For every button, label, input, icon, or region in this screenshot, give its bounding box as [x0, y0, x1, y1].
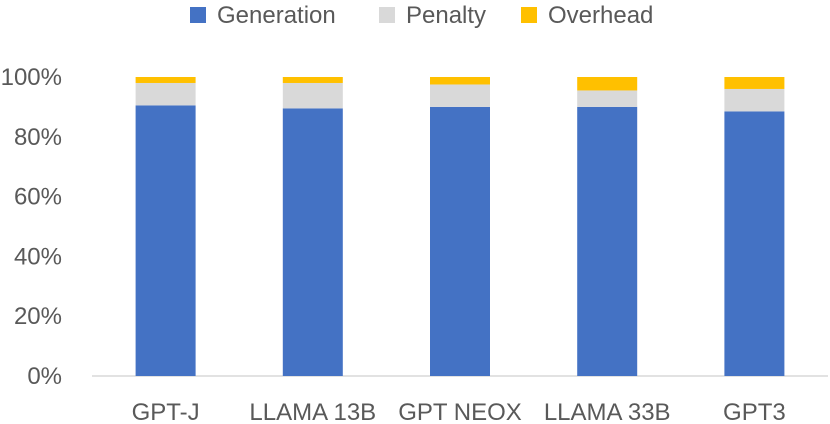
bar-segment-penalty: [430, 84, 490, 107]
x-category-label: LLAMA 33B: [544, 399, 671, 424]
bar-segment-overhead: [282, 77, 343, 83]
legend-label-overhead: Overhead: [548, 2, 653, 29]
y-tick-label: 20%: [14, 303, 62, 330]
bar-segment-generation: [577, 106, 638, 377]
bar-segment-overhead: [430, 77, 490, 85]
x-category-label: GPT-J: [132, 399, 200, 424]
bars: [135, 77, 785, 377]
legend-swatch-generation: [190, 7, 206, 23]
legend-swatch-overhead: [521, 7, 537, 23]
x-category-label: LLAMA 13B: [249, 399, 376, 424]
y-tick-label: 60%: [14, 184, 62, 211]
bar-segment-penalty: [282, 82, 343, 109]
y-tick-label: 0%: [27, 363, 62, 390]
x-category-label: GPT NEOX: [398, 399, 522, 424]
y-tick-label: 80%: [14, 124, 62, 151]
bar-segment-generation: [430, 106, 490, 377]
y-axis: 0% 20% 40% 60% 80% 100%: [1, 64, 62, 390]
y-tick-label: 40%: [14, 243, 62, 270]
x-axis: GPT-J LLAMA 13B GPT NEOX LLAMA 33B GPT3: [132, 399, 786, 424]
legend-label-generation: Generation: [217, 2, 336, 29]
bar-segment-overhead: [577, 77, 638, 91]
bar-segment-penalty: [724, 88, 785, 112]
legend-label-penalty: Penalty: [406, 2, 486, 29]
bar-segment-penalty: [135, 82, 196, 106]
bar-segment-penalty: [577, 90, 638, 107]
bar-segment-overhead: [724, 77, 785, 89]
legend-swatch-penalty: [379, 7, 395, 23]
y-tick-label: 100%: [1, 64, 62, 91]
bar-segment-overhead: [135, 77, 196, 83]
legend: Generation Penalty Overhead: [190, 2, 653, 29]
bar-segment-generation: [135, 105, 196, 376]
bar-segment-generation: [724, 111, 785, 376]
x-category-label: GPT3: [723, 399, 786, 424]
bar-segment-generation: [282, 108, 343, 377]
